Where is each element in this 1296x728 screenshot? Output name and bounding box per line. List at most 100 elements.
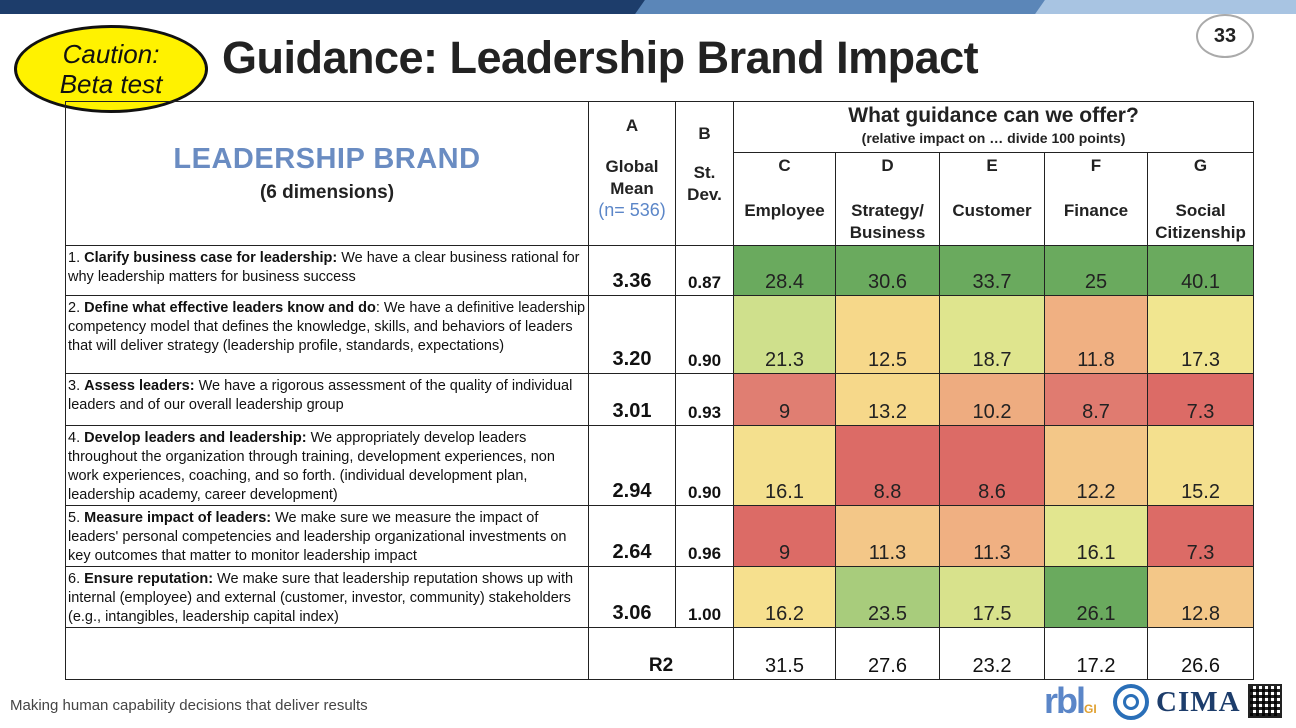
page-number: 33: [1196, 14, 1254, 58]
dimension-text: We make sure that leadership reputation …: [68, 571, 574, 625]
dimension-text: We have a rigorous assessment of the qua…: [68, 378, 573, 413]
caution-line2: Beta test: [59, 69, 163, 99]
r2-value: 27.6: [835, 627, 940, 680]
dimension-row: 5. Measure impact of leaders: We make su…: [65, 505, 1255, 567]
dimension-name: Clarify business case for leadership:: [84, 250, 338, 266]
col-a-letter: A: [625, 116, 639, 135]
impact-value-cell: 13.2: [835, 373, 940, 426]
brand-subtitle: (6 dimensions): [259, 182, 395, 203]
dimension-description: 3. Assess leaders: We have a rigorous as…: [65, 373, 589, 426]
global-mean-value: 3.20: [588, 295, 676, 374]
global-mean-value: 3.01: [588, 373, 676, 426]
top-banner: [0, 0, 1296, 14]
impact-value-cell: 10.2: [939, 373, 1045, 426]
impact-value-cell: 18.7: [939, 295, 1045, 374]
impact-value-cell: 30.6: [835, 245, 940, 296]
dimension-description: 1. Clarify business case for leadership:…: [65, 245, 589, 296]
dimension-name: Ensure reputation:: [84, 571, 214, 587]
leadership-brand-table: LEADERSHIP BRAND (6 dimensions) A Global…: [65, 101, 1255, 680]
impact-value-cell: 26.1: [1044, 566, 1148, 628]
dimension-text: We make sure we measure the impact of le…: [68, 510, 567, 564]
std-dev-value: 1.00: [675, 566, 734, 628]
dimension-number: 1.: [68, 250, 81, 266]
col-a-header: A Global Mean (n= 536): [588, 101, 676, 246]
col-g-line2: Citizenship: [1155, 223, 1246, 242]
dimension-number: 4.: [68, 430, 81, 446]
std-dev-value: 0.90: [675, 295, 734, 374]
impact-value-cell: 25: [1044, 245, 1148, 296]
col-f-header: F Finance: [1044, 152, 1148, 246]
col-c-letter: C: [778, 156, 791, 175]
impact-value-cell: 12.8: [1146, 566, 1255, 628]
impact-value-cell: 28.4: [733, 245, 836, 296]
impact-value-cell: 40.1: [1146, 245, 1255, 296]
impact-value-cell: 11.3: [835, 505, 940, 567]
dimension-number: 2.: [68, 300, 81, 316]
caution-badge: Caution: Beta test: [14, 25, 208, 113]
dimension-row: 6. Ensure reputation: We make sure that …: [65, 566, 1255, 628]
rbl-logo: rblGI: [1044, 680, 1097, 722]
col-d-line2: Business: [849, 223, 926, 242]
impact-value-cell: 12.5: [835, 295, 940, 374]
dimension-text: : We have a definitive leadership compet…: [68, 300, 586, 354]
impact-value-cell: 8.6: [939, 425, 1045, 506]
impact-value-cell: 16.1: [1044, 505, 1148, 567]
dimension-number: 3.: [68, 378, 81, 394]
r2-value: 23.2: [939, 627, 1045, 680]
col-d-header: D Strategy/ Business: [835, 152, 940, 246]
col-f-letter: F: [1090, 156, 1102, 175]
impact-value-cell: 15.2: [1146, 425, 1255, 506]
col-a-n: (n= 536): [598, 200, 666, 220]
impact-value-cell: 23.5: [835, 566, 940, 628]
col-g-header: G Social Citizenship: [1146, 152, 1255, 246]
dimension-name: Develop leaders and leadership:: [84, 430, 307, 446]
global-mean-value: 2.94: [588, 425, 676, 506]
global-mean-value: 3.06: [588, 566, 676, 628]
dimension-description: 5. Measure impact of leaders: We make su…: [65, 505, 589, 567]
std-dev-value: 0.90: [675, 425, 734, 506]
col-b-label1: St.: [693, 163, 716, 182]
impact-value-cell: 16.1: [733, 425, 836, 506]
dimension-name: Measure impact of leaders:: [84, 510, 272, 526]
guidance-header: What guidance can we offer? (relative im…: [732, 101, 1255, 153]
dimension-name: Define what effective leaders know and d…: [84, 300, 376, 316]
global-mean-value: 3.36: [588, 245, 676, 296]
col-a-label2: Mean: [610, 179, 654, 198]
footer-tagline: Making human capability decisions that d…: [10, 697, 368, 714]
dimension-number: 5.: [68, 510, 81, 526]
col-g-letter: G: [1193, 156, 1208, 175]
global-mean-value: 2.64: [588, 505, 676, 567]
brand-title: LEADERSHIP BRAND: [173, 143, 481, 175]
dimension-row: 3. Assess leaders: We have a rigorous as…: [65, 373, 1255, 426]
caution-line1: Caution:: [62, 39, 160, 69]
col-g-line1: Social: [1175, 201, 1226, 220]
dimension-row: 1. Clarify business case for leadership:…: [65, 245, 1255, 296]
impact-value-cell: 12.2: [1044, 425, 1148, 506]
col-d-letter: D: [881, 156, 894, 175]
dimension-number: 6.: [68, 571, 81, 587]
cima-logo: CIMA: [1156, 686, 1241, 718]
col-e-line1: Customer: [952, 201, 1032, 220]
dimension-row: 4. Develop leaders and leadership: We ap…: [65, 425, 1255, 506]
slide-title: Guidance: Leadership Brand Impact: [222, 32, 979, 83]
cima-emblem-icon: [1113, 684, 1149, 720]
qr-code-icon: [1248, 684, 1282, 718]
brand-header-cell: LEADERSHIP BRAND (6 dimensions): [65, 101, 589, 246]
dimension-description: 4. Develop leaders and leadership: We ap…: [65, 425, 589, 506]
r2-label: R2: [588, 627, 734, 680]
col-f-line1: Finance: [1063, 201, 1129, 220]
col-b-letter: B: [698, 124, 711, 143]
col-e-letter: E: [986, 156, 998, 175]
dimension-text: We have a clear business rational for wh…: [68, 250, 580, 285]
dimension-row: 2. Define what effective leaders know an…: [65, 295, 1255, 374]
col-d-line1: Strategy/: [851, 201, 924, 220]
dimension-description: 6. Ensure reputation: We make sure that …: [65, 566, 589, 628]
dimension-name: Assess leaders:: [84, 378, 195, 394]
impact-value-cell: 9: [733, 505, 836, 567]
guidance-title: What guidance can we offer?: [848, 104, 1139, 127]
rbl-logo-text: rbl: [1044, 680, 1086, 721]
impact-value-cell: 7.3: [1146, 373, 1255, 426]
dimension-description: 2. Define what effective leaders know an…: [65, 295, 589, 374]
col-b-header: B St. Dev.: [675, 101, 734, 246]
impact-value-cell: 8.7: [1044, 373, 1148, 426]
